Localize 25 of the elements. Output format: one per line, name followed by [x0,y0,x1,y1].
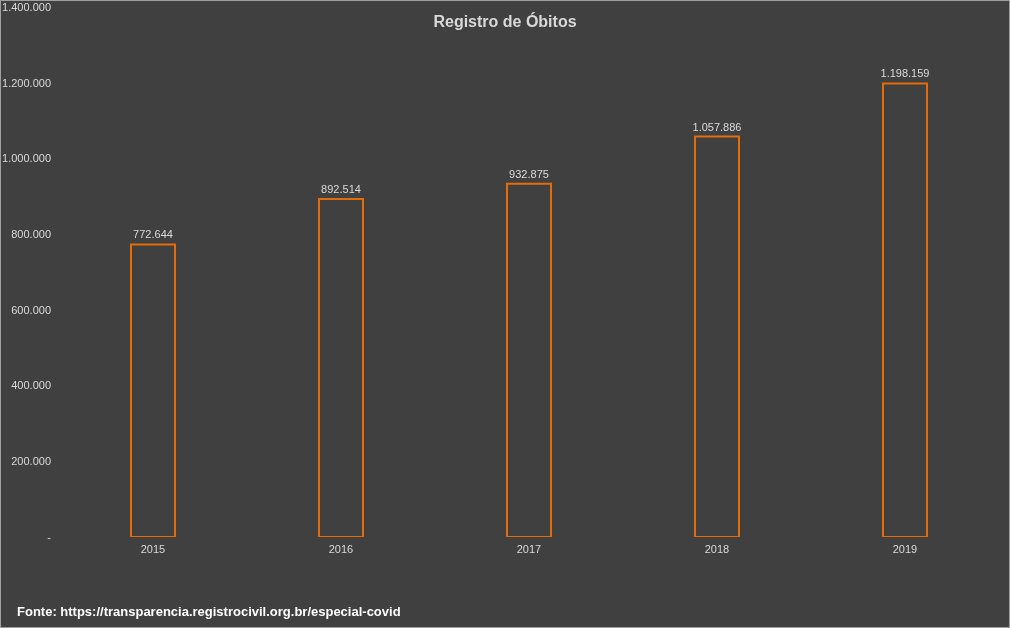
bar [882,82,928,537]
y-tick-label: 200.000 [11,455,51,468]
y-tick-label: 400.000 [11,379,51,392]
source-note: Fonte: https://transparencia.registrocivil.org.br/especial-covid [17,604,401,619]
y-tick-label: 1.400.000 [2,0,51,13]
x-tick-label: 2018 [704,542,730,555]
chart-title: Registro de Óbitos [432,13,578,31]
data-label: 772.644 [133,228,173,241]
data-label: 932.875 [509,167,549,180]
bar [506,182,552,537]
bar [318,198,364,537]
bar [130,243,176,537]
y-tick-label: 1.000.000 [2,152,51,165]
y-tick-label: - [47,530,52,543]
x-tick-label: 2016 [328,542,354,555]
data-label: 1.198.159 [880,67,930,80]
x-tick-label: 2019 [892,542,918,555]
x-tick-label: 2015 [140,542,166,555]
bar [694,135,740,537]
y-tick-label: 800.000 [11,228,51,241]
y-tick-label: 1.200.000 [2,76,51,89]
y-tick-label: 600.000 [11,303,51,316]
x-tick-label: 2017 [516,542,542,555]
data-label: 892.514 [321,183,361,196]
data-label: 1.057.886 [692,120,742,133]
